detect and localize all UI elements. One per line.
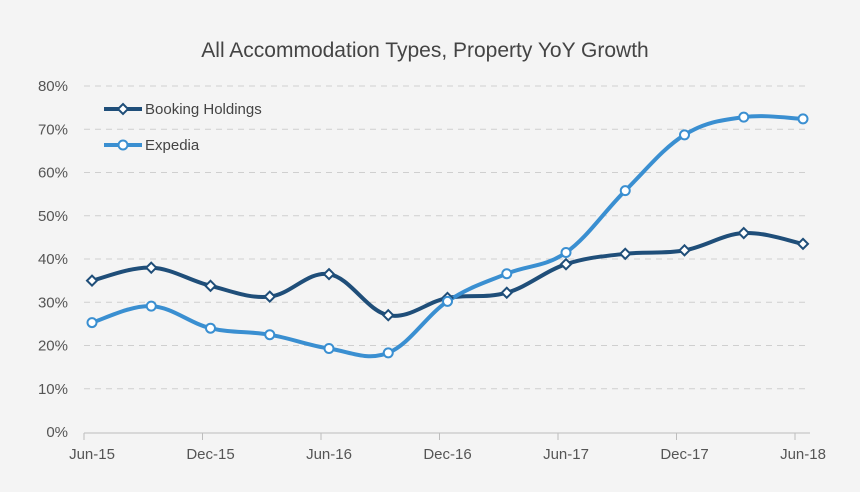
x-tick-label: Jun-18: [780, 446, 826, 463]
data-point-expedia: [145, 300, 157, 312]
gridlines: [84, 85, 810, 390]
data-point-booking-holdings: [618, 247, 632, 261]
data-point-expedia: [264, 329, 276, 341]
data-point-booking-holdings: [559, 257, 573, 271]
legend-item-booking-holdings: Booking Holdings: [104, 101, 262, 118]
data-point-expedia: [560, 247, 572, 259]
data-point-booking-holdings: [737, 226, 751, 240]
y-tick-label: 80%: [38, 78, 68, 95]
y-tick-label: 10%: [38, 381, 68, 398]
data-point-expedia: [738, 111, 750, 123]
data-point-expedia: [323, 343, 335, 355]
x-axis-tick-labels: Jun-15 Dec-15 Jun-16 Dec-16 Jun-17 Dec-17 Jun-…: [69, 446, 826, 463]
data-point-expedia: [205, 322, 216, 334]
data-point-booking-holdings: [204, 279, 217, 293]
data-point-booking-holdings: [381, 308, 395, 322]
legend-item-expedia: Expedia: [104, 137, 200, 154]
data-point-booking-holdings: [322, 267, 336, 281]
data-point-booking-holdings: [144, 261, 158, 275]
data-point-expedia: [501, 268, 513, 280]
data-point-expedia: [86, 317, 98, 329]
x-tick-label: Jun-15: [69, 446, 115, 463]
x-tick-label: Jun-17: [543, 446, 589, 463]
y-tick-label: 60%: [38, 165, 68, 182]
x-tick-label: Dec-17: [660, 446, 708, 463]
data-point-booking-holdings: [678, 243, 691, 257]
y-tick-label: 40%: [38, 251, 68, 268]
series-markers: [85, 111, 810, 359]
y-tick-label: 0%: [46, 424, 68, 441]
data-point-expedia: [382, 347, 394, 359]
y-tick-label: 50%: [38, 208, 68, 225]
data-point-booking-holdings: [500, 286, 514, 300]
data-point-booking-holdings: [796, 237, 810, 251]
legend-label: Expedia: [145, 137, 200, 154]
x-tick-label: Dec-16: [423, 446, 471, 463]
x-tick-label: Dec-15: [186, 446, 234, 463]
y-tick-label: 30%: [38, 294, 68, 311]
axes: [83, 432, 810, 440]
y-axis-tick-labels: 0% 10% 20% 30% 40% 50% 60% 70% 80%: [38, 78, 68, 441]
legend: Booking Holdings Expedia: [104, 101, 262, 154]
y-tick-label: 20%: [38, 338, 68, 355]
data-point-expedia: [797, 113, 809, 125]
legend-marker: [116, 102, 130, 116]
chart-title: All Accommodation Types, Property YoY Gr…: [201, 39, 648, 62]
legend-marker: [117, 139, 129, 151]
x-tick-label: Jun-16: [306, 446, 352, 463]
y-tick-label: 70%: [38, 121, 68, 138]
data-point-booking-holdings: [263, 290, 277, 304]
data-point-expedia: [442, 295, 453, 307]
data-point-expedia: [619, 185, 631, 197]
data-point-expedia: [679, 129, 690, 141]
data-point-booking-holdings: [85, 274, 99, 288]
legend-label: Booking Holdings: [145, 101, 262, 118]
